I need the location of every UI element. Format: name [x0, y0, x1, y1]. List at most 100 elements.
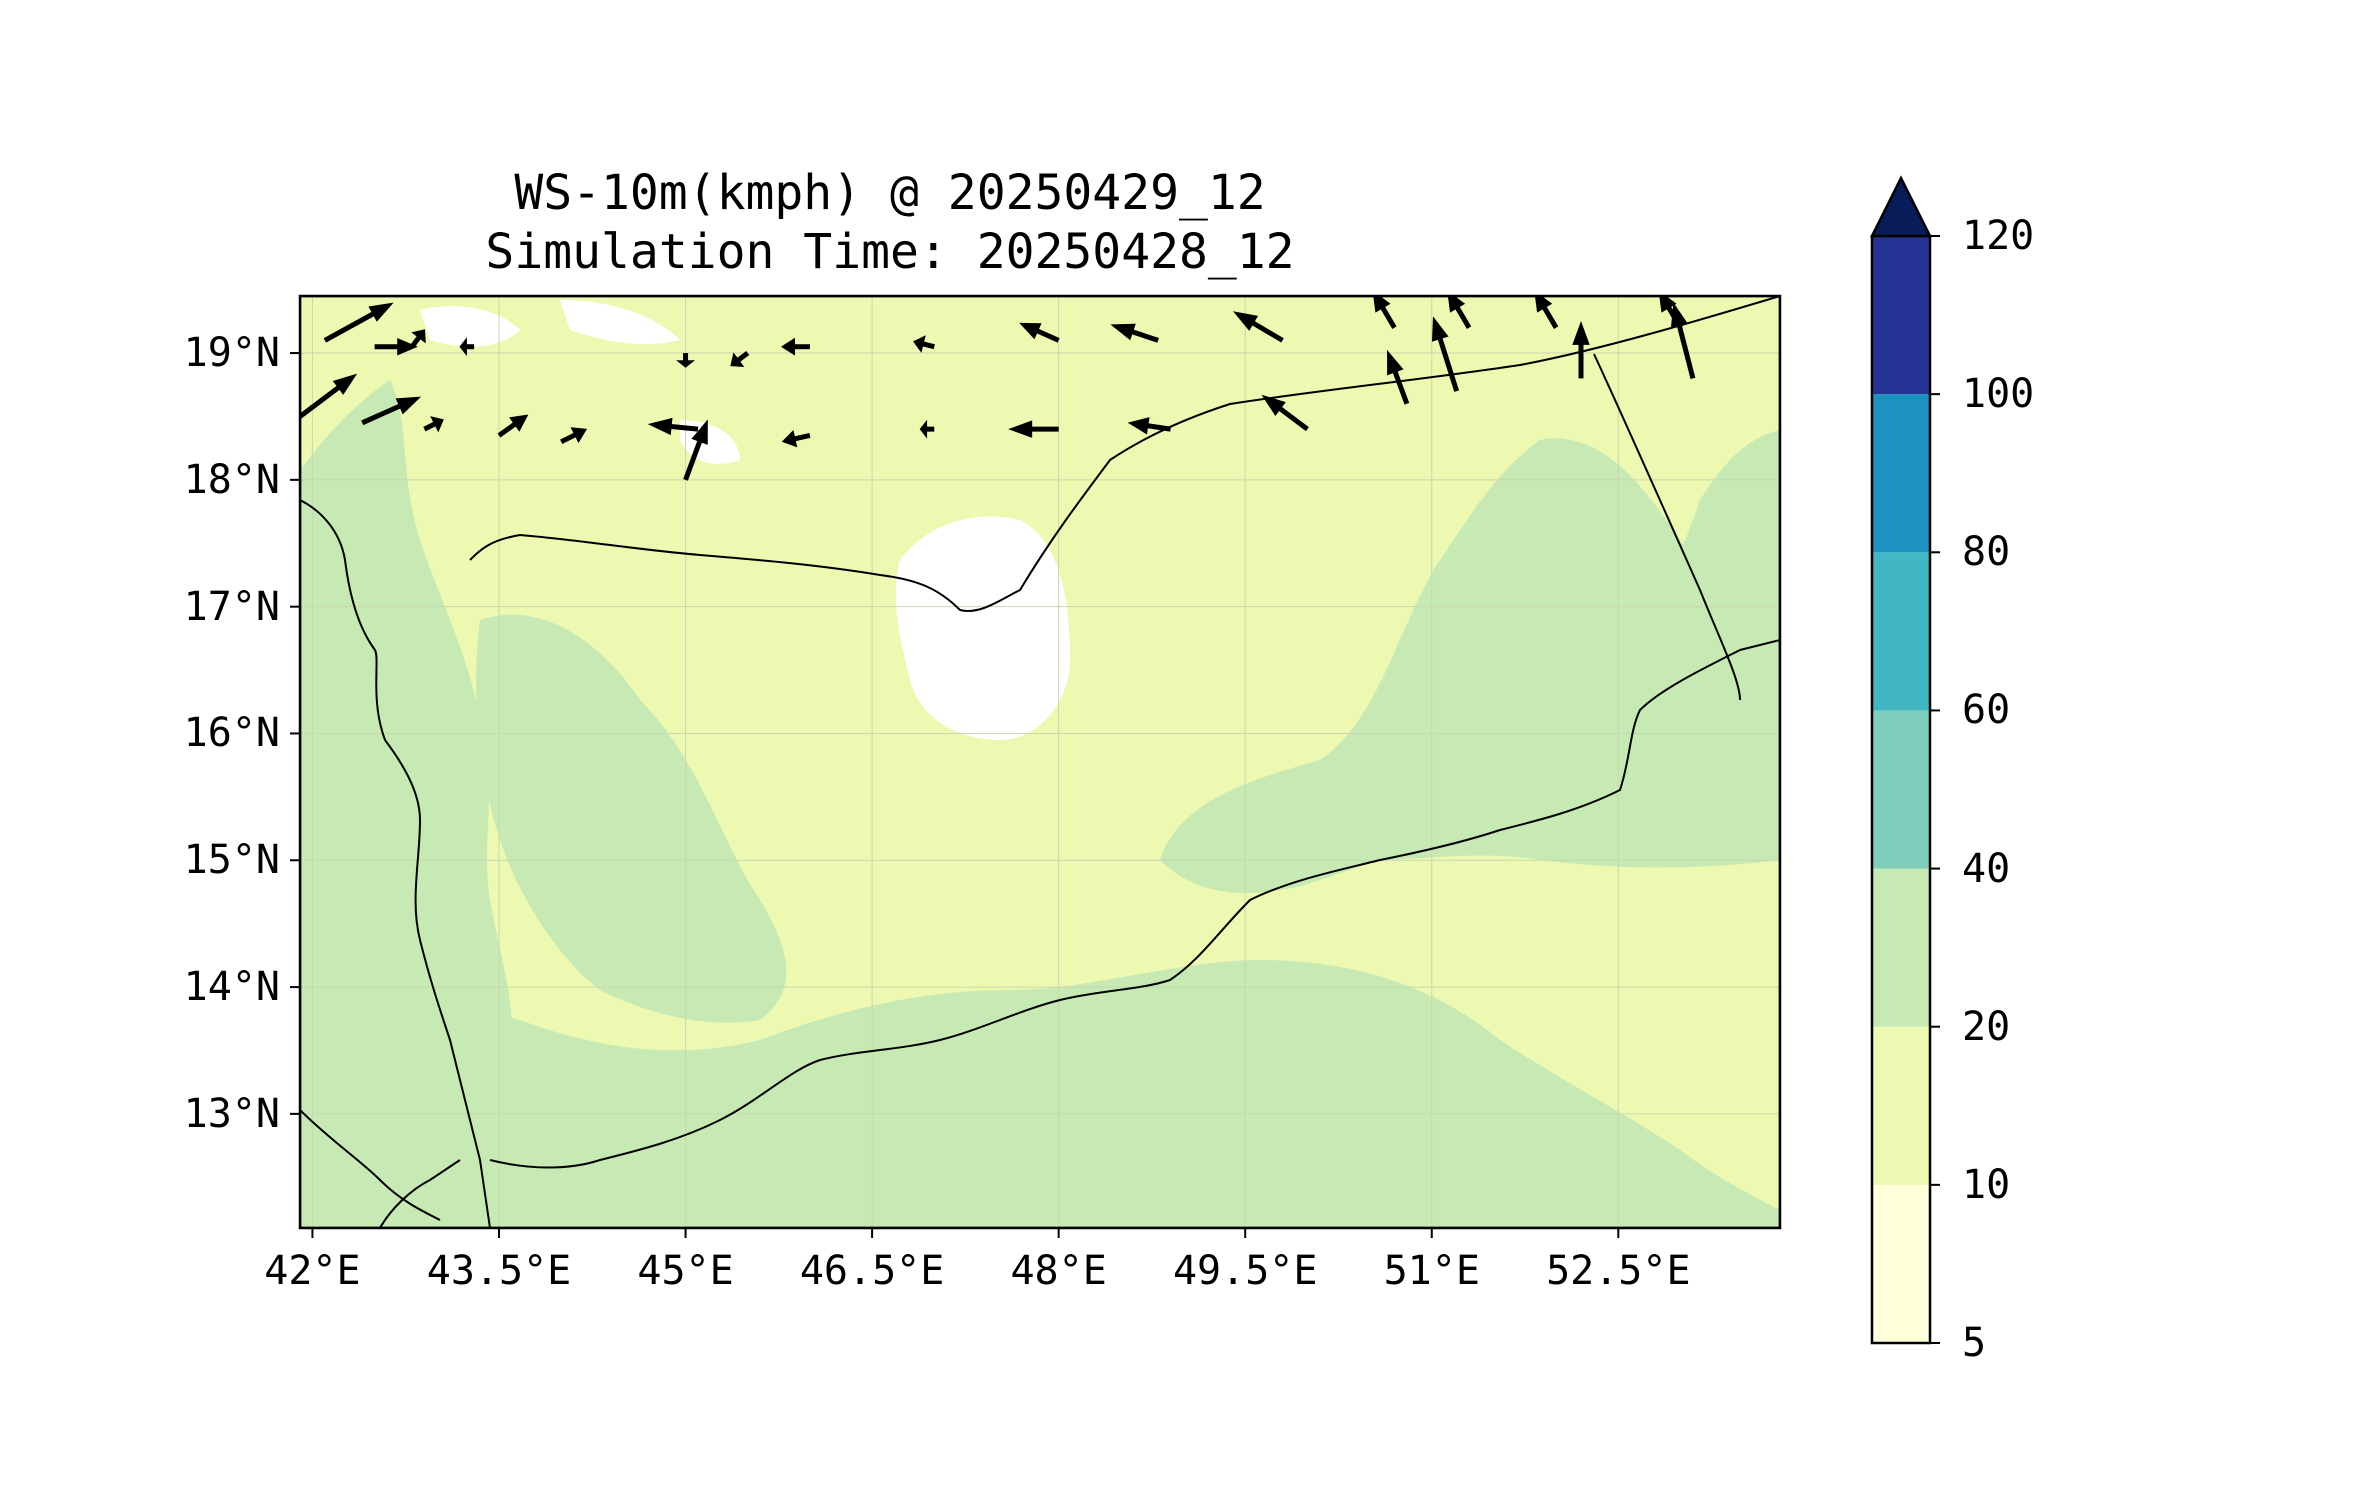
wind-vector — [1572, 320, 1590, 379]
yemen-south-coastline — [489, 639, 1780, 1169]
wind-vector-head — [1659, 296, 1677, 313]
north-calm-patches — [420, 300, 740, 464]
wind-vector-shaft — [409, 335, 421, 349]
wind-vector-head — [691, 419, 708, 445]
wind-vector-head — [1572, 320, 1590, 345]
x-tick-label: 52.5°E — [1546, 1248, 1691, 1294]
y-tick-label: 17°N — [183, 583, 280, 630]
yemen-oman-border — [1593, 353, 1741, 701]
wind-vector-shaft — [361, 403, 401, 426]
wind-vector — [300, 373, 358, 419]
wind-vector-shaft — [1437, 337, 1460, 392]
wind-vector-head — [397, 337, 418, 356]
wind-vector — [1232, 311, 1284, 343]
wind-vector-head — [1127, 417, 1150, 435]
eritrea-ethiopia-border — [300, 1109, 441, 1221]
wind-vector-head — [913, 335, 926, 353]
wind-vector-shaft — [1380, 306, 1397, 329]
colorbar — [1869, 175, 1940, 1345]
wind-vector-field — [300, 296, 1696, 481]
x-tick-label: 46.5°E — [799, 1248, 945, 1294]
wind-vector — [1670, 302, 1696, 380]
wind-vector — [780, 337, 810, 356]
wind-vector-head — [459, 337, 467, 357]
wind-vector — [323, 302, 394, 343]
y-axis-ticks — [290, 352, 300, 1115]
x-tick-label: 43.5°E — [426, 1248, 572, 1294]
map-border — [298, 294, 1782, 1230]
wind-vector-shaft — [1147, 423, 1171, 432]
wind-vector — [374, 337, 418, 356]
wind-vector-head — [780, 337, 796, 356]
coastline-and-borders — [300, 296, 1780, 1228]
y-tick-label: 18°N — [183, 456, 280, 503]
wind-vector-head — [676, 360, 695, 368]
y-tick-label: 16°N — [183, 710, 280, 757]
colorbar-segment — [1872, 1026, 1930, 1185]
wind-vector-head — [1008, 420, 1033, 438]
colorbar-segment — [1872, 1184, 1930, 1343]
graticule-lines — [300, 296, 1780, 1228]
wind-vector-shaft — [1542, 306, 1559, 329]
wind-vector-shaft — [1455, 306, 1472, 329]
x-tick-label: 42°E — [264, 1248, 361, 1294]
wind-vector-head — [509, 414, 529, 432]
wind-vector — [361, 396, 422, 426]
colorbar-frame — [1870, 234, 1932, 1345]
wind-vector-shaft — [670, 423, 699, 432]
colorbar-tick-label: 10 — [1962, 1161, 2011, 1208]
wind-vector — [913, 335, 935, 353]
y-tick-label: 19°N — [183, 330, 280, 377]
wind-vector-shaft — [560, 432, 577, 445]
colorbar-tick-label: 40 — [1962, 845, 2011, 892]
y-tick-label: 13°N — [183, 1090, 280, 1137]
wind-vector-head — [1387, 349, 1404, 376]
wind-vector-head — [430, 416, 444, 433]
colorbar-tick-label: 5 — [1962, 1320, 1987, 1366]
wind-vector-shaft — [1392, 371, 1410, 405]
x-tick-label: 51°E — [1383, 1248, 1480, 1294]
wind-vector — [647, 417, 699, 436]
wind-vector — [560, 427, 588, 445]
wind-vector-head — [395, 396, 422, 415]
colorbar-segment — [1872, 710, 1930, 869]
colorbar-segment — [1872, 868, 1930, 1027]
wind-vector — [683, 419, 708, 481]
wind-vector-head — [1232, 311, 1259, 331]
wind-vector-head — [647, 417, 673, 436]
wind-vector-shaft — [497, 422, 517, 438]
wind-vector-head — [1261, 394, 1286, 417]
wind-vector — [1373, 296, 1397, 329]
wind-vector — [423, 416, 444, 433]
wind-vector — [1019, 322, 1060, 343]
wind-vector — [1447, 296, 1472, 329]
colorbar-tick-label: 80 — [1962, 529, 2011, 576]
colorbar-tick-label: 20 — [1962, 1003, 2011, 1050]
x-axis-ticks — [311, 1228, 1620, 1238]
wind-vector-shaft — [736, 351, 750, 362]
wind-vector-head — [1373, 296, 1391, 313]
western-highlands-fill — [476, 614, 787, 1023]
wind-vector — [781, 430, 811, 448]
wind-vector-head — [1447, 296, 1466, 313]
map-title: WS-10m(kmph) @ 20250429_12 — [514, 165, 1266, 221]
wind-vector-head — [332, 373, 358, 395]
simulation-time-subtitle: Simulation Time: 20250428_12 — [485, 224, 1295, 280]
wind-vector-head — [1431, 316, 1449, 342]
wind-vector-head — [1019, 322, 1042, 340]
wind-vector-head — [368, 302, 394, 322]
saudi-yemen-border — [469, 296, 1780, 612]
wind-vector-head — [1110, 323, 1136, 341]
wind-vector — [1387, 349, 1410, 405]
wind-vector — [1534, 296, 1559, 329]
colorbar-tick-label: 120 — [1962, 213, 2035, 259]
wind-vector-shaft — [423, 421, 436, 432]
wind-vector — [1110, 323, 1159, 343]
central-highlands-calm — [895, 516, 1070, 740]
wind-vector — [1008, 420, 1059, 438]
gulf-of-aden-fill — [300, 960, 1780, 1228]
y-tick-label: 15°N — [183, 837, 280, 884]
x-tick-label: 49.5°E — [1172, 1248, 1318, 1294]
red-sea-coastline — [300, 499, 491, 1228]
